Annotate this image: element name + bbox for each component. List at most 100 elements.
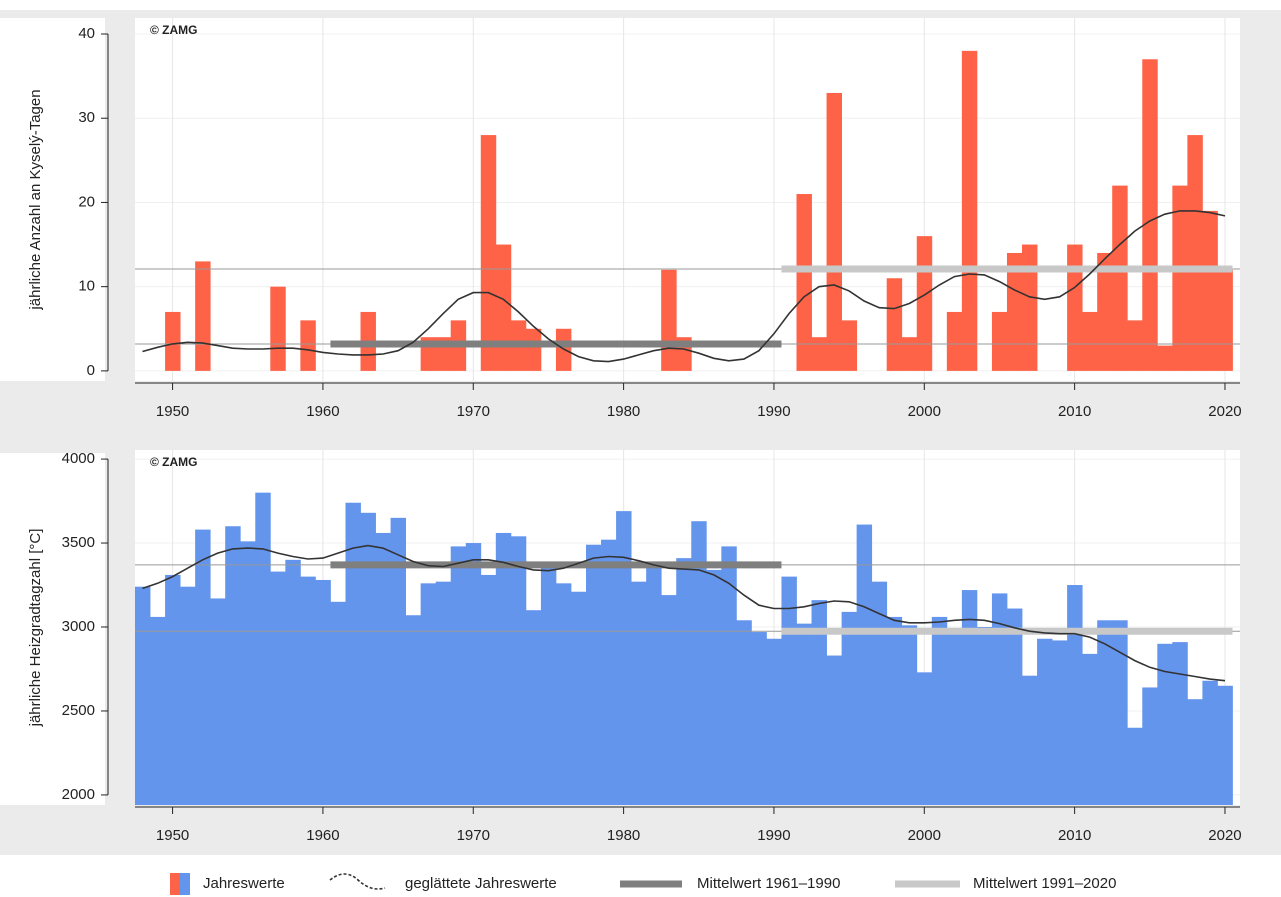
bar — [796, 623, 812, 805]
bar — [601, 539, 617, 805]
bar — [1127, 727, 1143, 805]
bar — [1157, 345, 1173, 371]
bar — [646, 564, 662, 805]
bar — [1097, 620, 1113, 805]
bar — [165, 574, 181, 805]
bar — [961, 590, 978, 805]
y-tick-label: 3500 — [62, 534, 95, 551]
x-tick-label: 2010 — [1058, 827, 1091, 844]
y-tick-label: 0 — [87, 362, 95, 379]
bar — [1052, 640, 1068, 805]
y-label-area — [0, 18, 105, 381]
y-tick-label: 30 — [78, 109, 95, 126]
annotation: © ZAMG — [150, 455, 198, 469]
bar — [1202, 680, 1218, 805]
bar — [1142, 687, 1158, 805]
bar — [841, 320, 858, 371]
bar — [165, 311, 181, 371]
bar — [540, 566, 557, 805]
bar — [480, 135, 497, 371]
bar — [405, 615, 422, 805]
y-tick-label: 4000 — [62, 450, 95, 467]
x-tick-label: 1950 — [156, 403, 189, 420]
x-tick-label: 1950 — [156, 827, 189, 844]
bar — [1082, 311, 1098, 371]
plot-area — [135, 18, 1240, 381]
bar — [961, 50, 978, 371]
bar — [150, 616, 166, 805]
bar — [225, 526, 241, 805]
bar — [1157, 643, 1173, 805]
bar — [841, 611, 858, 805]
bar — [1112, 185, 1128, 371]
y-label-area — [0, 453, 105, 805]
bar — [916, 672, 933, 805]
bar — [991, 311, 1008, 371]
bar — [360, 512, 376, 805]
bar — [691, 521, 707, 805]
bar — [1142, 59, 1158, 371]
legend-swatch — [180, 873, 190, 895]
x-tick-label: 1970 — [457, 827, 490, 844]
bar — [661, 269, 677, 371]
bar — [240, 541, 256, 805]
y-axis-label: jährliche Anzahl an Kyselý-Tagen — [27, 89, 44, 310]
bar — [465, 543, 482, 805]
bar — [525, 328, 542, 371]
bar — [195, 261, 211, 371]
y-tick-label: 40 — [78, 25, 95, 42]
bar — [1127, 320, 1143, 371]
bar — [991, 593, 1008, 805]
bar — [270, 286, 286, 371]
bar — [946, 628, 963, 805]
bar — [706, 569, 722, 805]
x-tick-label: 1990 — [757, 403, 790, 420]
bar — [495, 532, 512, 805]
bar — [570, 591, 587, 805]
x-tick-label: 2000 — [908, 827, 941, 844]
bar — [1082, 653, 1098, 805]
bar — [826, 92, 842, 371]
bar — [510, 536, 527, 805]
bar — [901, 337, 918, 371]
bar — [1037, 638, 1053, 805]
y-tick-label: 20 — [78, 193, 95, 210]
bar — [285, 559, 301, 805]
bar — [781, 576, 797, 805]
bar — [330, 601, 346, 805]
bar — [811, 600, 827, 805]
bar — [555, 583, 572, 805]
bar — [631, 581, 647, 805]
bar — [796, 194, 812, 371]
bar — [255, 492, 271, 805]
legend-label: Mittelwert 1961–1990 — [697, 875, 840, 892]
x-tick-label: 1980 — [607, 403, 640, 420]
bar — [586, 544, 602, 805]
bar — [195, 529, 211, 805]
bar — [976, 626, 993, 805]
bar — [856, 524, 873, 805]
bar — [300, 320, 316, 371]
bar — [300, 576, 316, 805]
bar — [1172, 185, 1188, 371]
x-tick-label: 1970 — [457, 403, 490, 420]
bar — [390, 517, 407, 805]
bar — [736, 620, 752, 805]
bar — [1217, 269, 1233, 371]
bar — [1067, 585, 1083, 805]
bar — [886, 616, 903, 805]
x-tick-label: 1980 — [607, 827, 640, 844]
bar — [270, 571, 286, 805]
bar — [946, 311, 963, 371]
x-tick-label: 2020 — [1208, 827, 1241, 844]
bar — [450, 546, 467, 805]
smoothed-line — [142, 544, 1226, 682]
bar — [751, 632, 767, 805]
legend-label: Mittelwert 1991–2020 — [973, 875, 1116, 892]
x-tick-label: 2000 — [908, 403, 941, 420]
bar — [826, 655, 842, 805]
bar — [1187, 135, 1203, 371]
annotation: © ZAMG — [150, 23, 198, 37]
bar — [1067, 244, 1083, 371]
